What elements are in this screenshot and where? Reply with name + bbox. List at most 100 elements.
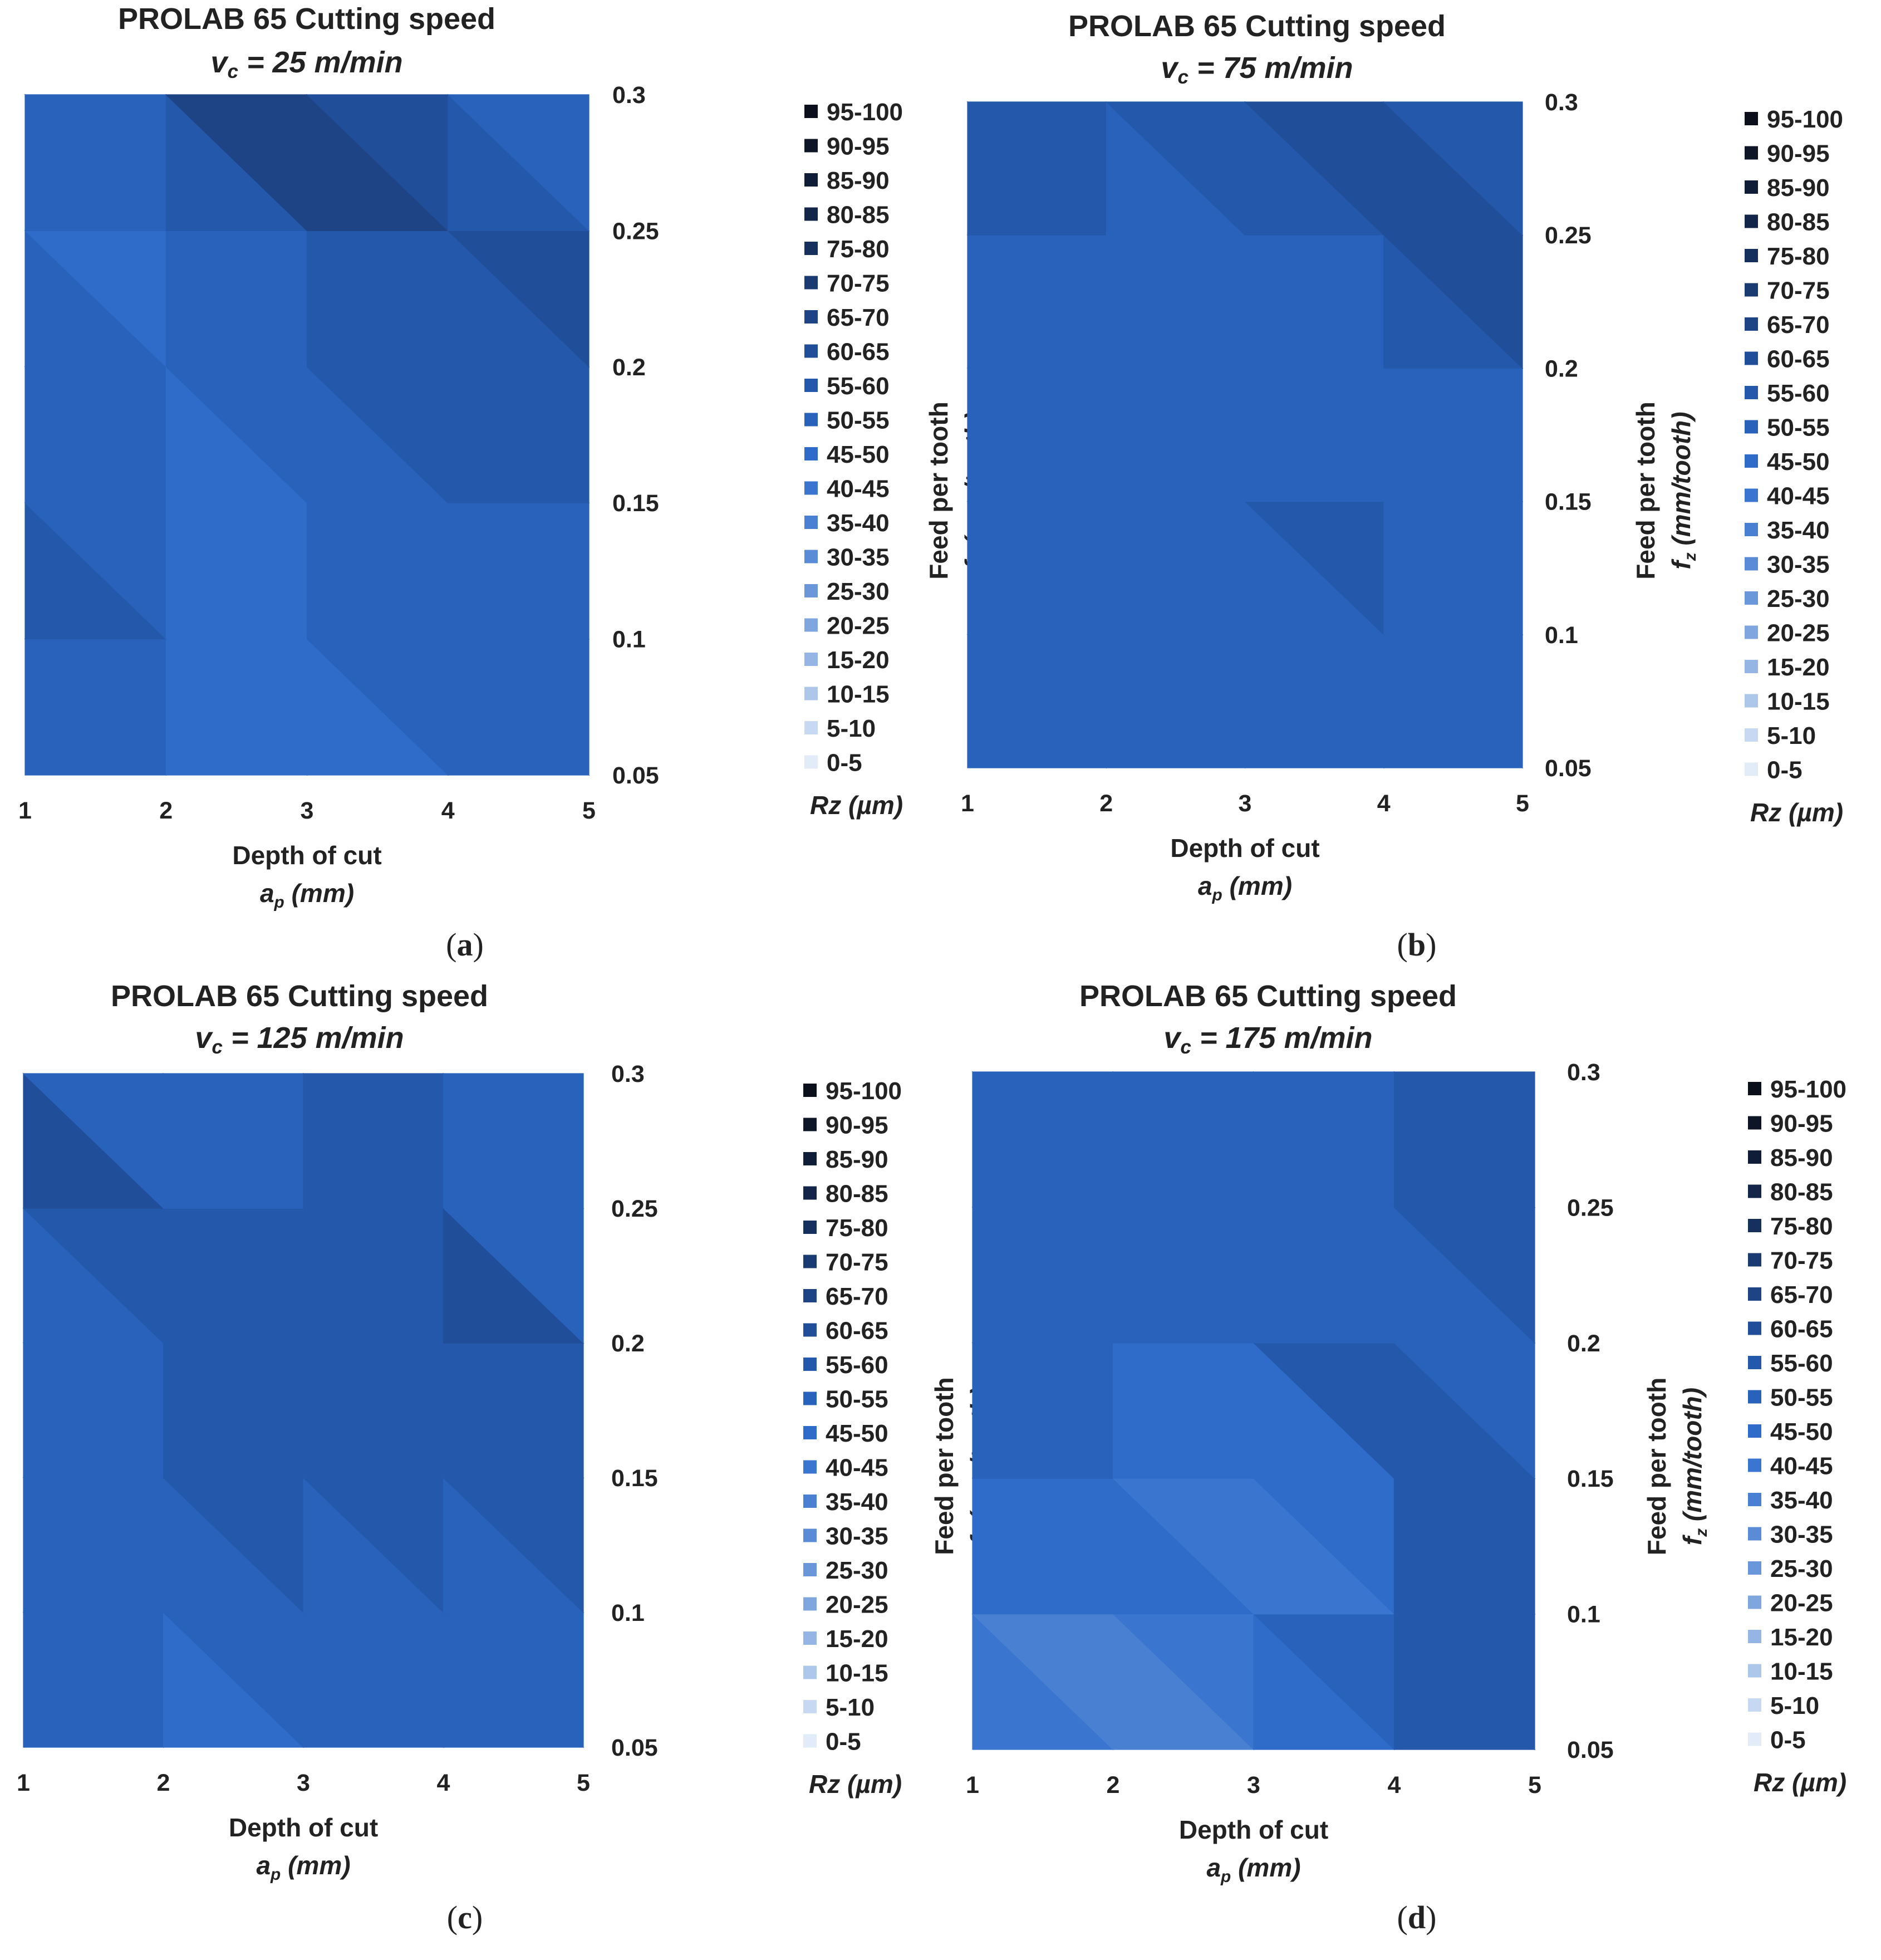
chart-title: PROLAB 65 Cutting speed (118, 2, 495, 36)
legend-label: 30-35 (826, 1523, 888, 1550)
chart-panel-a: PROLAB 65 Cutting speed vc = 25 m/min 1 2 3 4… (18, 2, 993, 963)
legend-swatch (803, 1460, 817, 1474)
x-tick-label: 5 (1528, 1772, 1541, 1799)
legend-label: 85-90 (827, 167, 890, 194)
legend-swatch (803, 1734, 817, 1748)
y-axis-title: Feed per tooth (1642, 1378, 1671, 1555)
legend-label: 30-35 (827, 544, 890, 571)
chart-panel-d: PROLAB 65 Cutting speed vc = 175 m/min 1 2 3… (966, 979, 1846, 1935)
legend-label: 85-90 (826, 1146, 888, 1173)
legend-swatch (1745, 454, 1758, 468)
y-tick-label: 0.3 (611, 1061, 645, 1087)
legend-label: 25-30 (826, 1557, 888, 1584)
legend: 95-100 90-95 85-90 80-85 75-80 70-75 65-70 60-6… (1745, 106, 1843, 827)
legend-label: 0-5 (1767, 757, 1803, 784)
legend-label: 10-15 (1767, 688, 1830, 716)
x-axis-title: Depth of cut (1179, 1815, 1328, 1844)
legend: 95-100 90-95 85-90 80-85 75-80 70-75 65-70 60-6… (804, 99, 903, 820)
legend-swatch (1748, 1732, 1761, 1746)
legend-label: 70-75 (1767, 277, 1830, 305)
legend-label: 25-30 (827, 578, 890, 605)
legend-label: 45-50 (1767, 448, 1830, 476)
legend-label: 65-70 (827, 304, 890, 331)
legend-swatch (804, 276, 818, 290)
legend-label: 90-95 (826, 1112, 888, 1139)
legend-swatch (1745, 557, 1758, 571)
legend-label: 50-55 (827, 407, 890, 434)
panel-caption: (d) (1397, 1899, 1437, 1935)
legend-swatch (1748, 1664, 1761, 1678)
legend-swatch (804, 653, 818, 666)
legend-swatch (803, 1563, 817, 1576)
legend-swatch (1745, 762, 1758, 776)
legend-swatch (804, 618, 818, 632)
legend-unit: Rz (µm) (1754, 1768, 1846, 1797)
legend-label: 60-65 (826, 1317, 888, 1345)
legend-swatch (803, 1084, 817, 1097)
legend-label: 15-20 (1770, 1624, 1833, 1651)
legend-swatch (803, 1221, 817, 1234)
y-tick-label: 0.25 (612, 218, 659, 244)
x-tick-label: 3 (297, 1770, 310, 1796)
legend-swatch (1745, 146, 1758, 160)
x-tick-label: 4 (1388, 1772, 1401, 1799)
legend-swatch (1748, 1321, 1761, 1335)
chart-panel-b: PROLAB 65 Cutting speed vc = 75 m/min 1 2 3 4… (961, 9, 1843, 963)
heatmap-triangle (1383, 101, 1523, 236)
legend-swatch (804, 481, 818, 495)
legend-swatch (803, 1597, 817, 1611)
legend-label: 80-85 (826, 1180, 888, 1208)
legend-swatch (804, 344, 818, 358)
legend-label: 5-10 (826, 1694, 875, 1721)
y-tick-label: 0.1 (611, 1600, 645, 1626)
legend-label: 30-35 (1767, 551, 1830, 579)
legend-label: 20-25 (827, 612, 890, 640)
legend-label: 10-15 (827, 681, 890, 708)
legend-swatch (804, 242, 818, 255)
y-tick-label: 0.15 (611, 1465, 658, 1492)
legend-label: 35-40 (827, 509, 890, 537)
panel-caption: (a) (446, 927, 484, 963)
x-tick-label: 5 (582, 797, 596, 824)
x-axis-unit: ap (mm) (256, 1851, 350, 1884)
y-tick-label: 0.05 (612, 762, 659, 789)
legend-swatch (1745, 591, 1758, 605)
y-axis-unit: fz (mm/tooth) (1678, 1388, 1711, 1545)
legend-swatch (803, 1700, 817, 1713)
legend-swatch (803, 1494, 817, 1508)
legend-swatch (1748, 1698, 1761, 1712)
legend-label: 95-100 (827, 99, 903, 126)
legend-swatch (1745, 317, 1758, 331)
legend-swatch (804, 516, 818, 529)
x-tick-label: 1 (961, 790, 974, 817)
legend-swatch (1748, 1424, 1761, 1438)
legend-label: 90-95 (827, 133, 890, 160)
legend-swatch (1745, 420, 1758, 434)
legend: 95-100 90-95 85-90 80-85 75-80 70-75 65-70 60-6… (1748, 1076, 1846, 1797)
legend-swatch (804, 139, 818, 153)
y-tick-label: 0.3 (1567, 1059, 1600, 1086)
legend-label: 50-55 (1770, 1384, 1833, 1412)
legend-unit: Rz (µm) (809, 1770, 902, 1799)
y-tick-label: 0.1 (1545, 622, 1578, 649)
x-tick-label: 4 (437, 1770, 450, 1796)
y-tick-label: 0.2 (612, 354, 646, 381)
heatmap-area (22, 1072, 585, 1748)
legend-label: 70-75 (1770, 1247, 1833, 1275)
legend-swatch (1748, 1287, 1761, 1301)
legend-label: 0-5 (826, 1728, 861, 1756)
y-tick-label: 0.15 (1545, 489, 1592, 516)
legend-label: 65-70 (1770, 1281, 1833, 1309)
legend-swatch (803, 1426, 817, 1439)
x-tick-label: 5 (577, 1770, 590, 1796)
y-axis-title: Feed per tooth (930, 1377, 959, 1555)
y-tick-label: 0.3 (1545, 89, 1578, 116)
legend-label: 45-50 (826, 1420, 888, 1447)
legend-swatch (804, 310, 818, 324)
chart-subtitle: vc = 75 m/min (1161, 51, 1353, 88)
legend-swatch (804, 550, 818, 564)
legend-swatch (804, 105, 818, 118)
legend-label: 35-40 (1767, 517, 1830, 544)
